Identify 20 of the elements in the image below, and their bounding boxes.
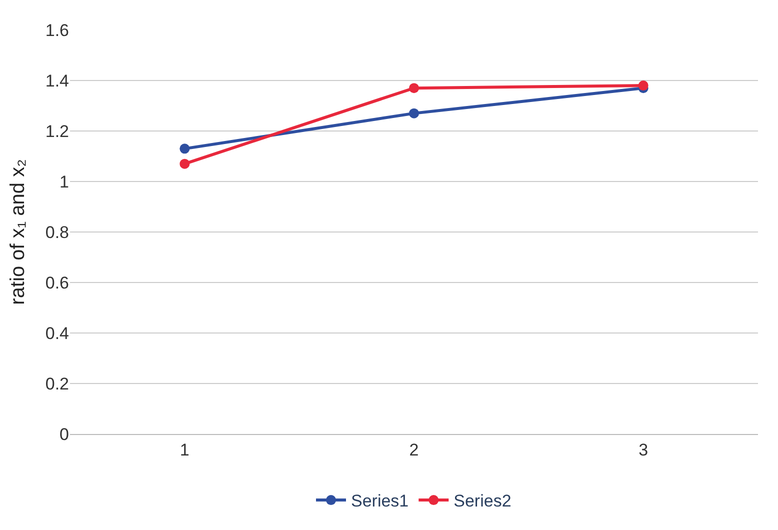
y-tick-label: 0.8 bbox=[45, 222, 69, 242]
x-tick-label: 2 bbox=[409, 440, 419, 460]
point bbox=[409, 83, 419, 94]
y-tick-label: 0 bbox=[60, 424, 69, 444]
y-tick-label: 1 bbox=[60, 172, 69, 192]
y-tick-label: 1.4 bbox=[45, 71, 69, 90]
legend-label: Series1 bbox=[351, 492, 409, 511]
y-tick-label: 1.2 bbox=[45, 122, 69, 141]
x-tick-label: 3 bbox=[638, 440, 648, 460]
point bbox=[180, 144, 190, 154]
y-tick-label: 0.4 bbox=[45, 324, 69, 343]
y-tick-label: 0.6 bbox=[45, 273, 69, 292]
point bbox=[638, 80, 648, 91]
x-tick-label: 1 bbox=[180, 440, 190, 460]
point bbox=[409, 108, 419, 118]
y-axis-title: ratio of x₁ and x₂ bbox=[6, 159, 29, 305]
y-tick-label: 1.6 bbox=[45, 20, 69, 40]
y-tick-label: 0.2 bbox=[45, 374, 69, 394]
legend-label: Series2 bbox=[454, 492, 512, 511]
point bbox=[180, 158, 190, 169]
